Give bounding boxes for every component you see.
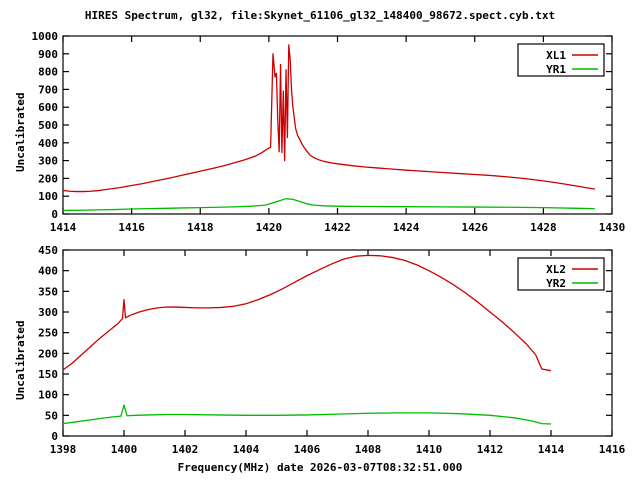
y-tick-label: 600 bbox=[38, 101, 58, 114]
x-tick-label: 1418 bbox=[187, 221, 214, 234]
x-tick-label: 1414 bbox=[50, 221, 77, 234]
legend-box bbox=[517, 257, 605, 291]
y-tick-label: 300 bbox=[38, 306, 58, 319]
y-tick-label: 0 bbox=[51, 430, 58, 443]
x-tick-label: 1404 bbox=[233, 443, 260, 456]
y-tick-label: 350 bbox=[38, 285, 58, 298]
y-tick-label: 100 bbox=[38, 190, 58, 203]
y-tick-label: 200 bbox=[38, 172, 58, 185]
legend-label-YR2: YR2 bbox=[546, 277, 566, 290]
y-tick-label: 500 bbox=[38, 119, 58, 132]
y-tick-label: 50 bbox=[45, 409, 58, 422]
x-tick-label: 1400 bbox=[111, 443, 138, 456]
x-tick-label: 1412 bbox=[477, 443, 504, 456]
x-tick-label: 1402 bbox=[172, 443, 199, 456]
legend-label-XL1: XL1 bbox=[546, 49, 566, 62]
y-tick-label: 250 bbox=[38, 327, 58, 340]
plot-frame-bottom bbox=[62, 249, 613, 437]
x-tick-label: 1414 bbox=[538, 443, 565, 456]
y-tick-label: 300 bbox=[38, 155, 58, 168]
y-tick-label: 700 bbox=[38, 83, 58, 96]
series-line-YR2 bbox=[62, 404, 552, 425]
y-tick-label: 200 bbox=[38, 347, 58, 360]
x-tick-label: 1426 bbox=[462, 221, 489, 234]
legend-label-XL2: XL2 bbox=[546, 263, 566, 276]
panel-top: 0 100 200 300 400 500 600 700 800 900 1000 1414 1416… bbox=[32, 30, 626, 234]
y-tick-label: 0 bbox=[51, 208, 58, 221]
plot-frame-top bbox=[62, 35, 613, 215]
legend-box bbox=[517, 43, 605, 77]
series-line-XL2 bbox=[62, 254, 552, 372]
x-tick-label: 1416 bbox=[118, 221, 145, 234]
x-tick-label: 1398 bbox=[50, 443, 77, 456]
legend-label-YR1: YR1 bbox=[546, 63, 566, 76]
x-tick-label: 1406 bbox=[294, 443, 321, 456]
x-tick-label: 1420 bbox=[256, 221, 283, 234]
x-axis-label: Frequency(MHz) date 2026-03-07T08:32:51.… bbox=[177, 461, 463, 474]
x-tick-label: 1422 bbox=[324, 221, 351, 234]
y-tick-label: 450 bbox=[38, 244, 58, 257]
series-line-YR1 bbox=[62, 198, 595, 212]
x-tick-label: 1424 bbox=[393, 221, 420, 234]
x-tick-label: 1430 bbox=[599, 221, 626, 234]
y-tick-label: 400 bbox=[38, 265, 58, 278]
series-line-XL1 bbox=[62, 44, 595, 193]
y-tick-label: 800 bbox=[38, 66, 58, 79]
x-tick-label: 1416 bbox=[599, 443, 626, 456]
y-tick-label: 150 bbox=[38, 368, 58, 381]
panel-bottom: 0 50 100 150 200 250 300 350 400 450 1398 1400 1402 1… bbox=[38, 244, 625, 456]
y-tick-label: 1000 bbox=[32, 30, 59, 43]
x-tick-label: 1410 bbox=[416, 443, 443, 456]
y-tick-label: 100 bbox=[38, 389, 58, 402]
x-tick-label: 1428 bbox=[530, 221, 557, 234]
x-tick-label: 1408 bbox=[355, 443, 382, 456]
y-tick-label: 400 bbox=[38, 137, 58, 150]
page-title: HIRES Spectrum, gl32, file:Skynet_61106_… bbox=[84, 9, 556, 22]
y-tick-label: 900 bbox=[38, 48, 58, 61]
